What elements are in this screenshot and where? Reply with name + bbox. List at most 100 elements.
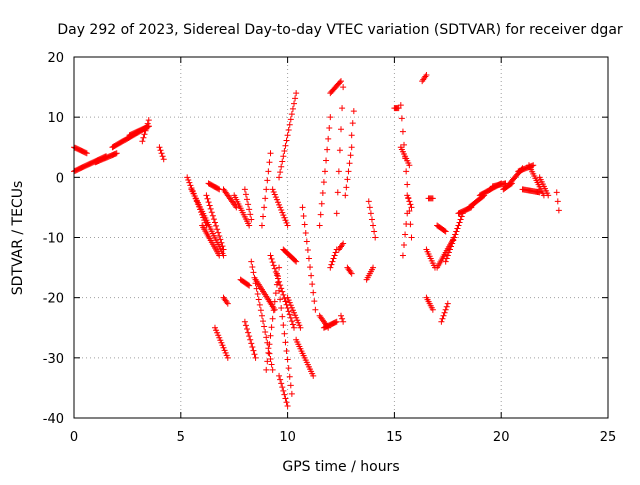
data-point bbox=[281, 295, 288, 302]
data-point bbox=[310, 372, 317, 379]
data-point bbox=[286, 373, 293, 380]
data-point bbox=[264, 358, 271, 365]
data-point bbox=[280, 212, 287, 219]
data-point bbox=[262, 195, 269, 202]
data-point bbox=[348, 132, 355, 139]
data-point bbox=[288, 390, 295, 397]
data-point bbox=[271, 265, 278, 272]
data-point bbox=[444, 300, 451, 307]
data-point bbox=[265, 349, 272, 356]
data-point bbox=[272, 290, 279, 297]
data-point bbox=[283, 399, 290, 406]
axis-ticks: 0 5 10 15 20 25 -40 -30 -20 -10 0 10 20 bbox=[43, 51, 617, 445]
data-point bbox=[327, 264, 334, 271]
data-point bbox=[270, 262, 277, 269]
data-point bbox=[144, 120, 151, 127]
data-track-35 bbox=[327, 78, 344, 97]
data-track-37 bbox=[333, 84, 347, 217]
data-point bbox=[279, 384, 286, 391]
data-point bbox=[264, 177, 271, 184]
data-point bbox=[287, 314, 294, 321]
data-track-26 bbox=[276, 372, 291, 409]
data-point bbox=[282, 217, 289, 224]
data-point bbox=[285, 297, 292, 304]
data-point bbox=[423, 72, 430, 79]
data-point bbox=[367, 210, 374, 217]
data-point bbox=[288, 111, 295, 118]
data-point bbox=[439, 315, 446, 322]
data-point bbox=[215, 229, 222, 236]
data-point bbox=[332, 249, 339, 256]
data-point bbox=[277, 169, 284, 176]
data-track-10 bbox=[203, 192, 227, 253]
data-point bbox=[249, 263, 256, 270]
data-point bbox=[263, 366, 270, 373]
data-point bbox=[284, 222, 291, 229]
data-point bbox=[263, 334, 270, 341]
data-track-53 bbox=[425, 195, 436, 202]
data-point bbox=[277, 376, 284, 383]
data-point bbox=[271, 298, 278, 305]
data-point bbox=[113, 150, 120, 157]
data-track-67 bbox=[525, 162, 547, 199]
data-point bbox=[293, 90, 300, 97]
data-track-44 bbox=[365, 198, 379, 241]
data-point bbox=[443, 255, 450, 262]
data-point bbox=[297, 324, 304, 331]
data-point bbox=[289, 321, 296, 328]
data-point bbox=[330, 255, 337, 262]
data-point bbox=[446, 246, 453, 253]
data-track-14 bbox=[220, 186, 240, 211]
data-point bbox=[318, 200, 325, 207]
data-point bbox=[545, 192, 552, 199]
data-point bbox=[408, 234, 415, 241]
data-point bbox=[404, 181, 411, 188]
data-point bbox=[266, 350, 273, 357]
data-point bbox=[340, 84, 347, 91]
data-point bbox=[267, 252, 274, 259]
data-point bbox=[284, 402, 291, 409]
data-point bbox=[214, 226, 221, 233]
data-point bbox=[334, 189, 341, 196]
data-point bbox=[268, 324, 275, 331]
data-point bbox=[280, 387, 287, 394]
data-track-46 bbox=[397, 102, 415, 241]
data-point bbox=[208, 209, 215, 216]
data-track-17 bbox=[241, 318, 259, 361]
data-point bbox=[291, 324, 298, 331]
data-point bbox=[320, 179, 327, 186]
data-track-66 bbox=[519, 186, 543, 196]
data-point bbox=[453, 228, 460, 235]
data-point bbox=[319, 189, 326, 196]
data-point bbox=[287, 382, 294, 389]
data-point bbox=[404, 192, 411, 199]
data-point bbox=[266, 341, 273, 348]
data-track-42 bbox=[348, 108, 357, 139]
data-point bbox=[266, 159, 273, 166]
data-point bbox=[211, 324, 218, 331]
data-point bbox=[287, 116, 294, 123]
data-point bbox=[300, 212, 307, 219]
data-point bbox=[139, 138, 146, 145]
data-point bbox=[273, 270, 280, 277]
data-point bbox=[220, 246, 227, 253]
data-track-58 bbox=[446, 222, 462, 253]
data-point bbox=[263, 186, 270, 193]
chart-title: Day 292 of 2023, Sidereal Day-to-day VTE… bbox=[57, 22, 623, 38]
data-point bbox=[216, 232, 223, 239]
data-point bbox=[288, 304, 295, 311]
y-tick-label: 10 bbox=[47, 111, 64, 126]
data-point bbox=[142, 127, 149, 134]
data-track-60 bbox=[466, 192, 488, 211]
data-point bbox=[285, 308, 292, 315]
data-point bbox=[210, 216, 217, 223]
data-point bbox=[339, 105, 346, 112]
data-track-29 bbox=[284, 294, 304, 331]
data-point bbox=[440, 312, 447, 319]
data-point bbox=[274, 279, 281, 286]
data-point bbox=[244, 325, 251, 332]
data-point bbox=[278, 163, 285, 170]
data-point bbox=[267, 332, 274, 339]
data-point bbox=[340, 240, 347, 247]
